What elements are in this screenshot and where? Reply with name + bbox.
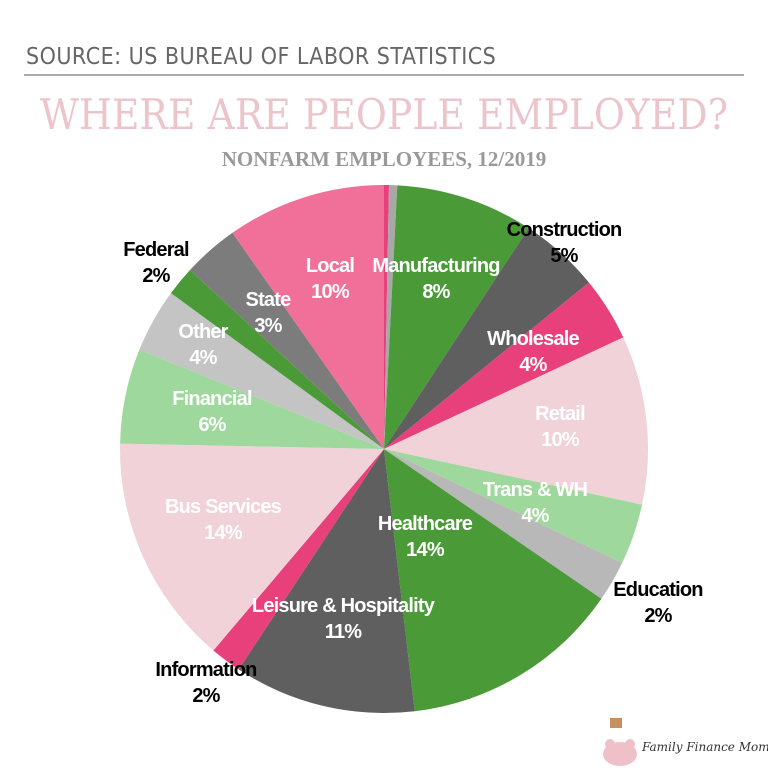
slice-percent-label: 10% bbox=[541, 429, 580, 451]
slice-percent-label: 14% bbox=[406, 539, 445, 561]
pie-slice-construction bbox=[384, 228, 589, 449]
slice-percent-label: 10% bbox=[311, 281, 350, 303]
slice-label: Construction bbox=[507, 219, 622, 241]
piggy-bank-icon bbox=[603, 718, 637, 766]
pie-slice-information bbox=[213, 449, 384, 670]
pie-slice-healthcare bbox=[384, 449, 602, 712]
slice-label: Education bbox=[613, 579, 702, 601]
pie-slice-other bbox=[139, 293, 384, 449]
slice-label: Local bbox=[306, 255, 354, 277]
pie-slice-local bbox=[232, 185, 384, 449]
slice-label: Bus Services bbox=[165, 496, 282, 518]
chart-subtitle: NONFARM EMPLOYEES, 12/2019 bbox=[221, 147, 547, 171]
slice-label: Healthcare bbox=[378, 513, 473, 535]
slice-label: Other bbox=[178, 321, 228, 343]
slice-label: Financial bbox=[172, 388, 252, 410]
slice-percent-label: 14% bbox=[204, 522, 243, 544]
pie-slice-manufacturing bbox=[384, 185, 529, 449]
pie-slice-wholesale bbox=[384, 282, 624, 449]
pie-slice bbox=[384, 185, 398, 449]
slice-percent-label: 2% bbox=[644, 605, 672, 627]
slice-label: Manufacturing bbox=[372, 255, 499, 277]
pie-slice-education bbox=[384, 449, 623, 599]
pie-slice-financial bbox=[120, 349, 385, 449]
pie-slice-trans-wh bbox=[384, 449, 643, 563]
slice-percent-label: 4% bbox=[521, 505, 549, 527]
slice-label: Federal bbox=[123, 239, 189, 261]
slice-percent-label: 4% bbox=[189, 347, 217, 369]
pie-slice bbox=[384, 185, 389, 449]
slice-percent-label: 2% bbox=[192, 685, 220, 707]
slice-label: Leisure & Hospitality bbox=[252, 595, 436, 617]
slice-percent-label: 2% bbox=[142, 265, 170, 287]
slice-percent-label: 5% bbox=[550, 245, 578, 267]
slice-label: Wholesale bbox=[487, 328, 579, 350]
pie-slice-state bbox=[189, 232, 384, 449]
slice-percent-label: 3% bbox=[254, 315, 282, 337]
source-note: SOURCE: US BUREAU OF LABOR STATISTICS bbox=[26, 44, 497, 70]
pie-slice-federal bbox=[170, 269, 384, 449]
divider bbox=[24, 74, 744, 76]
logo: Family Finance Mom bbox=[600, 718, 768, 768]
slice-percent-label: 4% bbox=[519, 354, 547, 376]
pie-slice-bus-services bbox=[119, 443, 384, 651]
pie-slice-leisure-hospitality bbox=[238, 449, 415, 713]
logo-text: Family Finance Mom bbox=[642, 740, 768, 754]
slice-label: State bbox=[246, 289, 292, 311]
chart-title: WHERE ARE PEOPLE EMPLOYED? bbox=[40, 90, 728, 139]
slice-label: Information bbox=[155, 659, 256, 681]
slice-percent-label: 11% bbox=[325, 621, 363, 643]
slice-percent-label: 6% bbox=[198, 414, 226, 436]
slice-label: Retail bbox=[535, 403, 585, 425]
pie-slice-retail bbox=[384, 337, 648, 505]
slice-label: Trans & WH bbox=[483, 479, 588, 501]
slice-percent-label: 8% bbox=[422, 281, 450, 303]
